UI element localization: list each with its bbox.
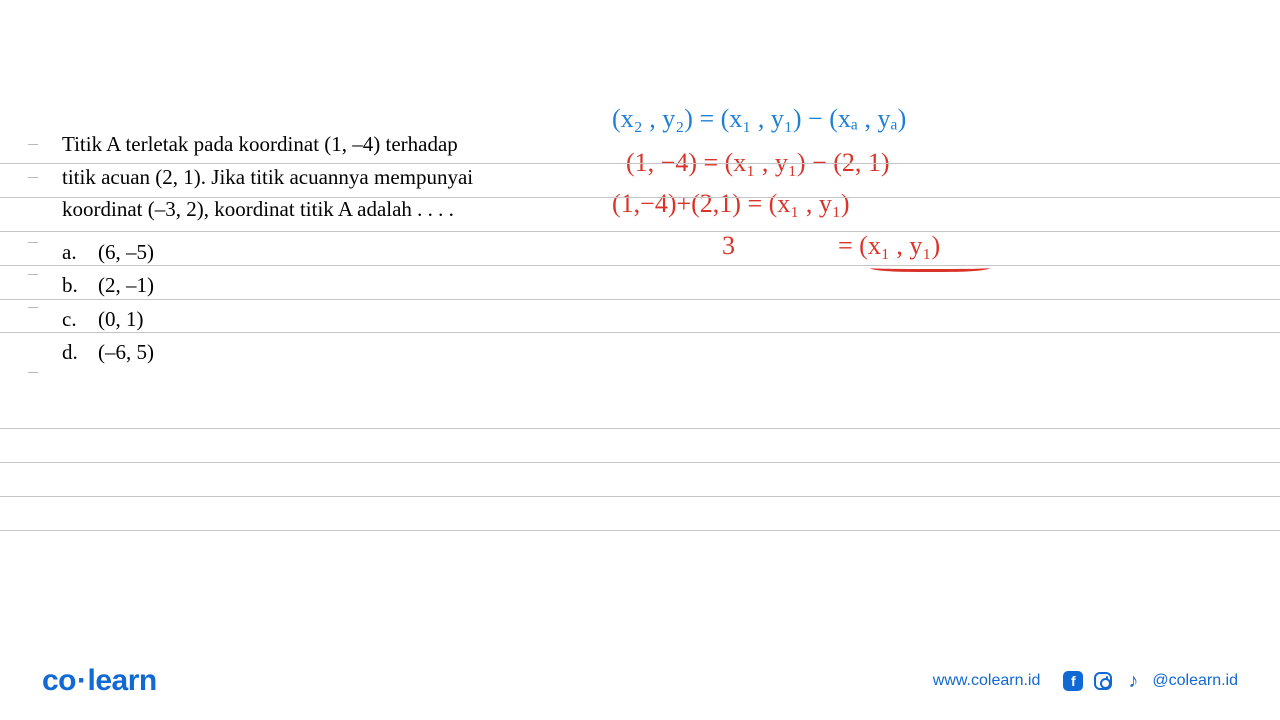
- option-b: b. (2, –1): [62, 269, 582, 303]
- margin-dashes: ––––––: [28, 128, 48, 388]
- brand-logo: co·learn: [42, 664, 157, 698]
- option-value: (–6, 5): [98, 336, 154, 370]
- logo-dot-icon: ·: [76, 664, 88, 697]
- option-letter: b.: [62, 269, 98, 303]
- tiktok-icon: ♪: [1122, 670, 1144, 692]
- ruled-line: [0, 428, 1280, 429]
- ruled-line: [0, 163, 1280, 164]
- logo-part: learn: [88, 664, 157, 697]
- logo-part: co: [42, 664, 76, 697]
- ruled-line: [0, 231, 1280, 232]
- ruled-line: [0, 462, 1280, 463]
- ruled-line: [0, 299, 1280, 300]
- social-icons: f ♪ @colearn.id: [1062, 670, 1238, 692]
- footer-right: www.colearn.id f ♪ @colearn.id: [933, 670, 1238, 692]
- question-line: Titik A terletak pada koordinat (1, –4) …: [62, 128, 582, 161]
- handwriting-step: (1,−4)+(2,1) = (x₁ , y₁): [612, 185, 1252, 223]
- handwriting-step: 3 = (x₁ , y₁): [612, 227, 1252, 265]
- ruled-line: [0, 265, 1280, 266]
- options-list: a. (6, –5) b. (2, –1) c. (0, 1) d. (–6, …: [62, 236, 582, 370]
- whiteboard-page: –––––– Titik A terletak pada koordinat (…: [0, 0, 1280, 720]
- facebook-icon: f: [1062, 670, 1084, 692]
- ruled-line: [0, 530, 1280, 531]
- handwriting-part: 3: [722, 231, 735, 260]
- answer-underline: [870, 262, 990, 272]
- option-d: d. (–6, 5): [62, 336, 582, 370]
- option-letter: d.: [62, 336, 98, 370]
- ruled-line: [0, 332, 1280, 333]
- handwriting-part: = (x₁ , y₁): [838, 231, 940, 260]
- ruled-line: [0, 197, 1280, 198]
- footer-url: www.colearn.id: [933, 672, 1041, 690]
- instagram-icon: [1092, 670, 1114, 692]
- option-value: (2, –1): [98, 269, 154, 303]
- handwriting-formula: (x₂ , y₂) = (x₁ , y₁) − (xₐ , yₐ): [612, 100, 1252, 138]
- ruled-line: [0, 496, 1280, 497]
- question-block: Titik A terletak pada koordinat (1, –4) …: [62, 128, 582, 370]
- footer-bar: co·learn www.colearn.id f ♪ @colearn.id: [0, 664, 1280, 698]
- question-line: titik acuan (2, 1). Jika titik acuannya …: [62, 161, 582, 194]
- handwriting-work: (x₂ , y₂) = (x₁ , y₁) − (xₐ , yₐ) (1, −4…: [612, 100, 1252, 265]
- social-handle: @colearn.id: [1152, 672, 1238, 690]
